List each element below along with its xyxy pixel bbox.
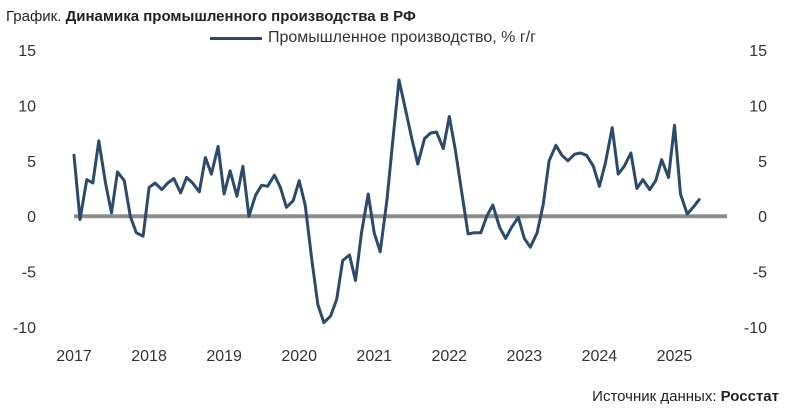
- x-tick-label: 2020: [281, 348, 317, 365]
- y-tick-label-left: -10: [13, 320, 36, 337]
- y-tick-label-right: 0: [758, 209, 767, 226]
- x-tick-label: 2017: [56, 348, 92, 365]
- y-tick-label-left: 10: [18, 98, 36, 115]
- y-tick-label-right: -10: [744, 320, 767, 337]
- legend-line-swatch: [210, 36, 262, 40]
- x-tick-label: 2023: [507, 348, 543, 365]
- source-value: Росстат: [720, 388, 779, 405]
- chart-title: График. Динамика промышленного производс…: [6, 8, 416, 25]
- y-tick-label-right: -5: [753, 265, 767, 282]
- chart-title-main: Динамика промышленного производства в РФ: [65, 8, 416, 25]
- y-tick-label-left: -5: [22, 265, 36, 282]
- y-tick-label-right: 10: [749, 98, 767, 115]
- y-tick-label-right: 15: [749, 43, 767, 60]
- x-tick-label: 2024: [582, 348, 618, 365]
- chart-title-prefix: График.: [6, 8, 62, 25]
- x-tick-label: 2025: [657, 348, 693, 365]
- x-tick-label: 2018: [131, 348, 167, 365]
- x-tick-label: 2021: [356, 348, 392, 365]
- y-tick-label-right: 5: [758, 154, 767, 171]
- legend-label: Промышленное производство, % г/г: [268, 29, 536, 46]
- x-tick-label: 2019: [206, 348, 242, 365]
- source-note: Источник данных: Росстат: [592, 388, 779, 405]
- chart-legend: Промышленное производство, % г/г: [210, 29, 536, 47]
- y-tick-label-left: 15: [18, 43, 36, 60]
- x-tick-label: 2022: [431, 348, 467, 365]
- series-line: [72, 78, 701, 325]
- source-label: Источник данных:: [592, 388, 717, 405]
- y-tick-label-left: 0: [27, 209, 36, 226]
- y-tick-label-left: 5: [27, 154, 36, 171]
